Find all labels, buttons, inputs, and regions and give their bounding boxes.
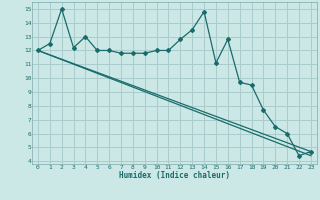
X-axis label: Humidex (Indice chaleur): Humidex (Indice chaleur)	[119, 171, 230, 180]
